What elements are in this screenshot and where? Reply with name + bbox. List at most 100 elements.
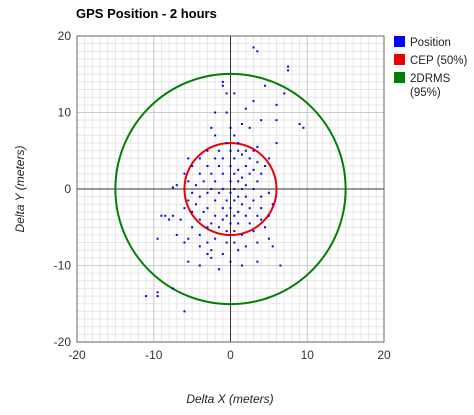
position-point — [264, 226, 267, 229]
position-point — [221, 188, 224, 190]
position-point — [237, 180, 240, 183]
position-point — [171, 214, 174, 217]
position-point — [241, 264, 244, 267]
position-point — [264, 84, 267, 87]
position-point — [244, 165, 247, 168]
position-point — [229, 222, 232, 225]
y-tick-label: 10 — [58, 106, 72, 120]
y-tick-label: 0 — [64, 182, 71, 196]
position-point — [229, 126, 232, 129]
position-point — [241, 233, 244, 236]
position-point — [217, 191, 220, 194]
legend-label: Position — [410, 37, 451, 49]
position-point — [191, 165, 194, 168]
position-point — [244, 107, 247, 110]
position-point — [183, 207, 186, 210]
zero-axes — [77, 36, 384, 342]
position-point — [191, 191, 194, 194]
position-point — [233, 241, 236, 244]
position-point — [145, 295, 148, 298]
position-point — [267, 214, 270, 217]
position-point — [256, 260, 259, 263]
position-point — [225, 214, 228, 217]
position-point — [221, 218, 224, 221]
position-point — [229, 260, 232, 263]
plot-frame — [76, 35, 385, 343]
position-point — [187, 237, 190, 240]
position-point — [229, 191, 232, 194]
position-point — [206, 191, 209, 194]
position-point — [241, 122, 244, 125]
position-point — [198, 218, 201, 221]
position-point — [252, 230, 255, 233]
position-point — [252, 149, 255, 152]
position-point — [183, 241, 186, 244]
position-point — [241, 203, 244, 206]
position-point — [202, 210, 205, 213]
position-point — [210, 126, 213, 129]
position-point — [187, 199, 190, 202]
position-point — [210, 172, 213, 175]
position-point — [206, 165, 209, 168]
position-point — [214, 199, 217, 202]
position-point — [256, 180, 259, 183]
position-point — [198, 264, 201, 267]
y-axis-title: Delta Y (meters) — [13, 146, 27, 233]
position-point — [237, 222, 240, 225]
position-point — [237, 168, 240, 171]
position-point — [244, 195, 247, 198]
position-point — [275, 142, 278, 145]
position-point — [248, 172, 251, 175]
position-point — [264, 165, 267, 168]
position-point — [233, 230, 236, 233]
x-tick-label: 0 — [227, 348, 234, 362]
position-point — [217, 149, 220, 152]
position-point — [171, 287, 174, 290]
position-point — [206, 241, 209, 244]
position-point — [221, 253, 224, 256]
position-point — [267, 191, 270, 194]
position-point — [302, 126, 305, 129]
position-point — [198, 157, 201, 160]
position-point — [183, 172, 186, 175]
accuracy-circles — [114, 72, 347, 306]
position-point — [221, 157, 224, 160]
position-point — [244, 184, 247, 187]
position-point — [198, 195, 201, 198]
y-tick-label: -10 — [54, 259, 72, 273]
position-point — [271, 203, 274, 206]
position-point — [260, 207, 263, 210]
position-point — [229, 207, 232, 210]
position-point — [241, 153, 244, 156]
position-point — [241, 176, 244, 179]
position-point — [260, 195, 263, 198]
position-point — [225, 199, 228, 202]
position-point — [287, 69, 290, 72]
legend-label: 2DRMS — [410, 73, 451, 85]
y-tick-label: -20 — [54, 335, 72, 349]
position-point — [225, 111, 228, 114]
position-point — [194, 184, 197, 187]
position-point — [156, 295, 159, 298]
position-point — [214, 111, 217, 114]
position-point — [229, 180, 232, 183]
position-point — [248, 222, 251, 225]
position-point — [252, 100, 255, 103]
position-point — [183, 310, 186, 313]
position-point — [233, 214, 236, 217]
position-point — [256, 161, 259, 164]
legend-swatch — [394, 36, 405, 47]
x-tick-label: 10 — [301, 348, 315, 362]
position-point — [210, 256, 213, 259]
position-point — [175, 233, 178, 236]
position-point — [256, 214, 259, 217]
position-point — [252, 188, 255, 190]
chart-title: GPS Position - 2 hours — [76, 6, 217, 21]
position-point — [160, 214, 163, 217]
position-point — [237, 249, 240, 252]
legend: Position CEP (50%) 2DRMS (95%) — [394, 36, 467, 99]
position-point — [260, 172, 263, 175]
position-point — [241, 188, 244, 190]
position-point — [194, 203, 197, 206]
position-point — [229, 149, 232, 152]
